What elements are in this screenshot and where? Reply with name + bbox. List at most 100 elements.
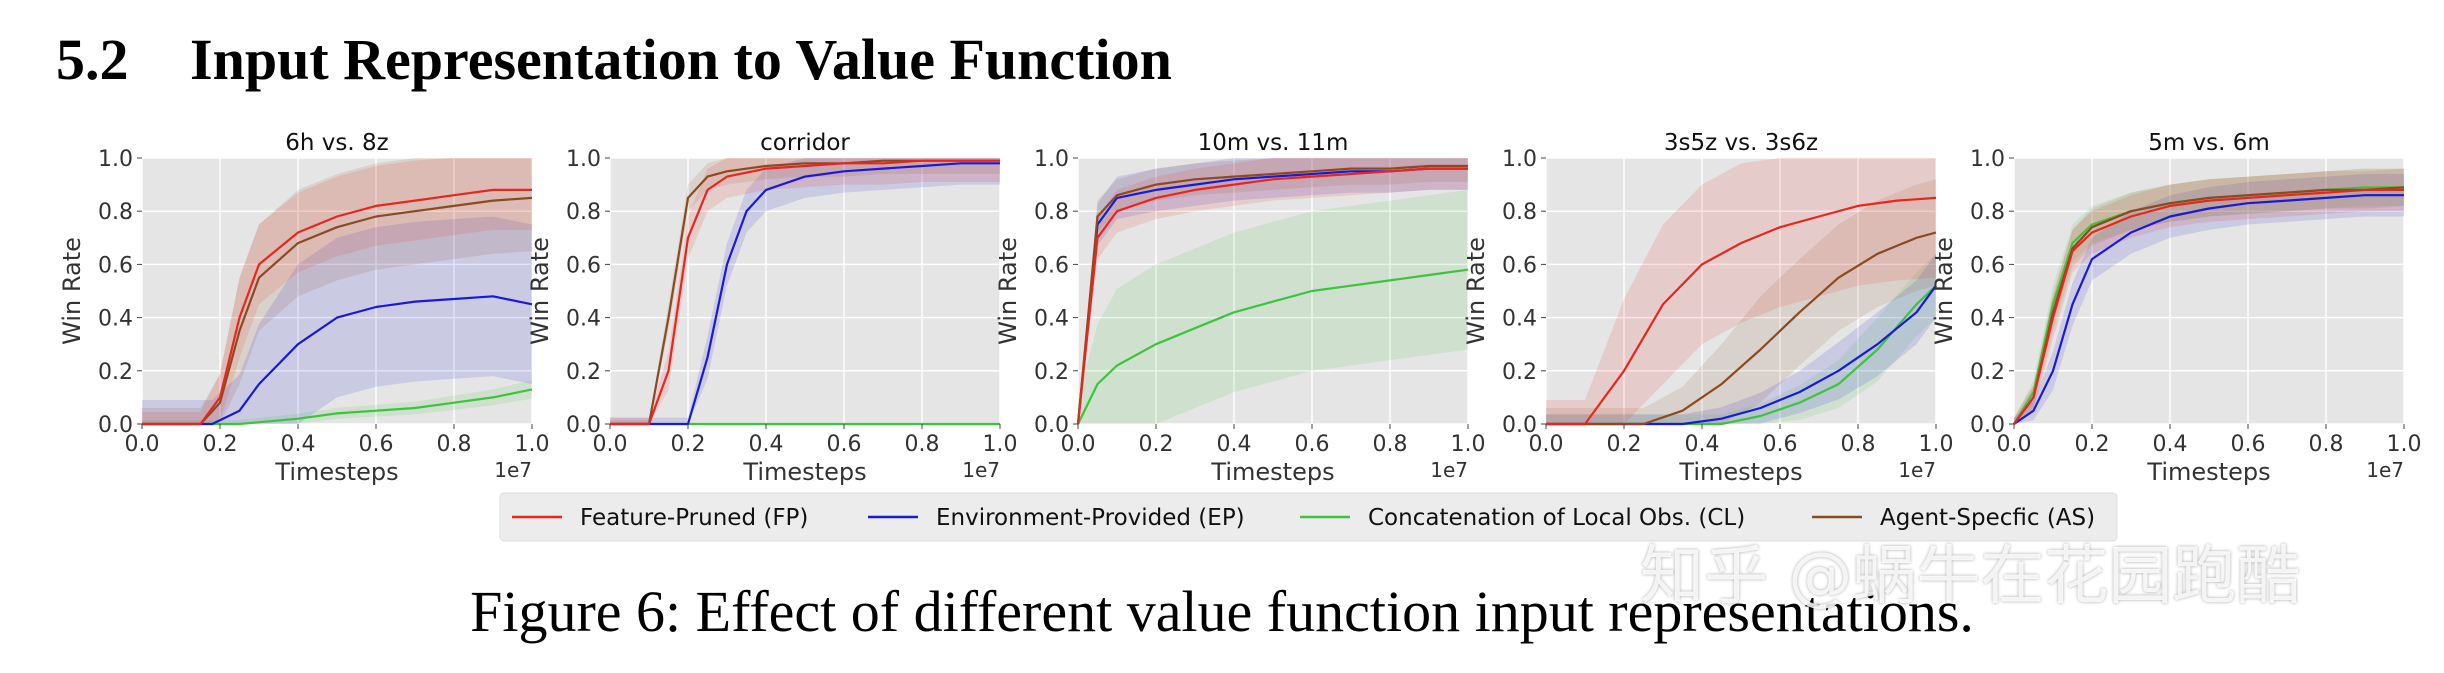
y-axis-label: Win Rate [526,237,554,345]
x-axis-label: Timesteps [1210,458,1334,486]
subplot-title: 5m vs. 6m [2148,130,2270,156]
y-tick-label: 0.6 [1034,253,1069,278]
x-tick-label: 0.0 [1997,432,2032,457]
x-tick-label: 0.8 [905,432,940,457]
figure-caption: Figure 6: Effect of different value func… [470,579,1974,644]
x-tick-label: 0.2 [671,432,706,457]
section-number: 5.2 [56,27,129,92]
series-line-CL [142,388,533,426]
legend: Feature-Pruned (FP) Environment-Provided … [499,492,2118,542]
y-tick-label: 0.4 [1970,307,2005,332]
y-tick-label: 0.2 [98,360,133,385]
x-tick-label: 0.4 [1217,432,1252,457]
y-tick-label: 0.0 [1970,413,2005,438]
x-offset-label: 1e7 [2366,458,2404,482]
series-line-AS [2013,186,2405,425]
subplot-title: 6h vs. 8z [285,130,388,156]
series-band-FP [2014,168,2404,424]
y-tick-label: 0.2 [1970,360,2005,385]
x-tick-label: 0.6 [2231,432,2266,457]
y-tick-label: 0.4 [1034,307,1069,332]
series-band-EP [2014,173,2404,424]
x-tick-label: 1.0 [1919,432,1954,457]
y-tick-label: 0.0 [1034,413,1069,438]
y-tick-label: 0.4 [1502,307,1537,332]
series-line-FP [142,188,532,426]
x-tick-label: 0.0 [125,432,160,457]
series-line-AS [1546,231,1937,426]
x-offset-label: 1e7 [962,458,1000,482]
subplot-title: 3s5z vs. 3s6z [1664,130,1818,156]
plot-area [610,158,1000,424]
x-tick-label: 0.4 [281,432,316,457]
x-axis-label: Timesteps [274,458,398,486]
y-tick-label: 0.6 [566,253,601,278]
legend-label-CL: Concatenation of Local Obs. (CL) [1368,505,1745,531]
series-line-EP [142,295,533,426]
x-tick-label: 1.0 [983,432,1018,457]
series-line-CL [1546,284,1937,426]
x-tick-label: 0.6 [359,432,394,457]
y-tick-label: 1.0 [1034,147,1069,172]
y-tick-label: 1.0 [566,147,601,172]
y-tick-label: 0.8 [98,200,133,225]
series-band-CL [1546,253,1936,424]
y-tick-label: 0.6 [98,253,133,278]
x-axis-label: Timesteps [742,458,866,486]
x-offset-label: 1e7 [1898,458,1936,482]
x-tick-label: 0.2 [1139,432,1174,457]
series-band-CL [2014,168,2404,424]
series-line-AS [1076,164,1468,425]
x-tick-label: 1.0 [2387,432,2422,457]
subplot-2: 0.0 0.2 0.4 0.6 0.8 1.0 0.0 0.2 0.4 0.6 0.8 1.0 corr… [526,130,1018,486]
legend-item-CL: Concatenation of Local Obs. (CL) [1300,505,1745,531]
y-tick-label: 0.4 [98,307,133,332]
series-line-AS [142,196,533,426]
x-tick-label: 0.8 [2309,432,2344,457]
series-line-EP [610,162,1000,426]
subplot-title: 10m vs. 11m [1198,130,1349,156]
y-tick-label: 0.0 [1502,413,1537,438]
legend-label-AS: Agent-Specfic (AS) [1880,505,2095,531]
x-tick-label: 1.0 [515,432,550,457]
plot-area [142,158,532,424]
series-band-EP [1546,253,1936,424]
legend-label-EP: Environment-Provided (EP) [936,505,1245,531]
y-axis-label: Win Rate [994,237,1022,345]
series-line-EP [2013,194,2404,425]
series-band-AS [1078,158,1468,424]
series-band-EP [142,216,532,424]
series-band-FP [142,158,532,424]
watermark: 知乎 @蜗牛在花园跑酷 [1640,540,2301,614]
x-tick-label: 0.4 [1685,432,1720,457]
legend-label-FP: Feature-Pruned (FP) [580,505,808,531]
x-tick-label: 0.6 [1295,432,1330,457]
series-line-CL [1077,268,1469,425]
x-tick-label: 0.8 [1841,432,1876,457]
series-line-FP [1076,167,1468,425]
subplot-4: 0.0 0.2 0.4 0.6 0.8 1.0 0.0 0.2 0.4 0.6 0.8 1.0 3s5z… [1462,130,1954,486]
legend-item-EP: Environment-Provided (EP) [868,505,1245,531]
y-tick-label: 0.0 [566,413,601,438]
series-line-FP [610,159,1000,426]
series-band-CL [1078,189,1468,424]
series-line-EP [1546,285,1937,426]
series-line-FP [1546,196,1937,426]
x-offset-label: 1e7 [494,458,532,482]
y-tick-label: 0.2 [1034,360,1069,385]
subplot-3: 0.0 0.2 0.4 0.6 0.8 1.0 0.0 0.2 0.4 0.6 0.8 1.0 10m … [994,130,1486,486]
legend-item-AS: Agent-Specfic (AS) [1812,505,2095,531]
subplot-title: corridor [760,130,850,156]
x-tick-label: 0.0 [1529,432,1564,457]
series-band-EP [1078,158,1468,424]
x-tick-label: 0.0 [593,432,628,457]
section-title: Input Representation to Value Function [190,27,1172,92]
x-axis-label: Timesteps [1678,458,1802,486]
subplot-1: 0.0 0.2 0.4 0.6 0.8 1.0 0.0 0.2 0.4 0.6 0.8 1.0 6h v… [58,130,550,486]
series-band-AS [2014,168,2404,424]
y-tick-label: 0.0 [98,413,133,438]
y-tick-label: 0.8 [1502,200,1537,225]
y-tick-label: 0.6 [1502,253,1537,278]
y-tick-label: 0.8 [1970,200,2005,225]
